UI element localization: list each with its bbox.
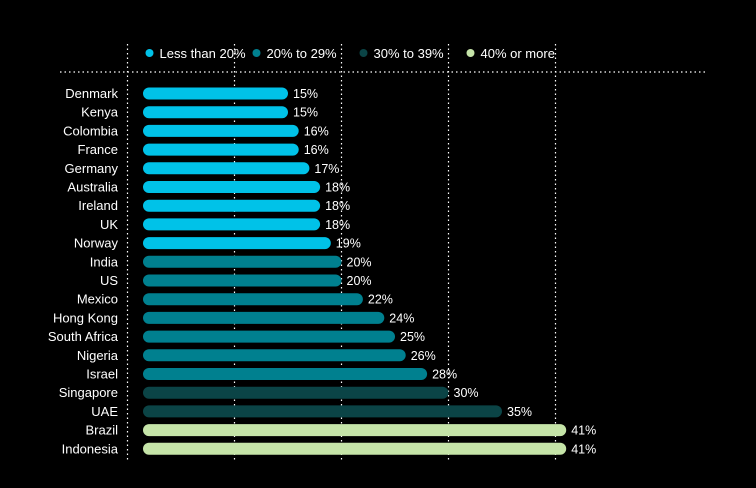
category-label-norway: Norway (74, 236, 119, 251)
value-label-uae: 35% (507, 405, 532, 419)
value-labels: 15% 15% 16% 16% 17% 18% 18% 18% 19% 20% 20% 22% 24% 2… (293, 87, 596, 456)
bar-australia (143, 181, 321, 193)
value-label-colombia: 16% (304, 124, 329, 138)
legend-item-40-or-more: 40% or more (466, 46, 555, 61)
bar-uae (143, 405, 502, 418)
bar-israel (143, 368, 428, 380)
value-label-israel: 28% (432, 368, 457, 382)
category-label-uae: UAE (91, 404, 118, 419)
category-label-singapore: Singapore (59, 385, 118, 400)
legend-label: Less than 20% (160, 46, 246, 61)
bars (143, 87, 567, 455)
legend-swatch (252, 49, 261, 57)
bar-denmark (143, 87, 288, 100)
category-label-colombia: Colombia (63, 123, 119, 138)
bar-uk (143, 218, 321, 231)
legend-item-less-than-20: Less than 20% (145, 46, 246, 61)
legend-label: 30% to 39% (374, 46, 445, 61)
value-label-indonesia: 41% (571, 442, 596, 456)
legend-swatch (466, 49, 475, 57)
category-label-australia: Australia (67, 180, 118, 195)
category-label-france: France (78, 142, 118, 157)
bar-nigeria (143, 349, 406, 362)
value-label-india: 20% (347, 255, 372, 269)
bar-germany (143, 162, 310, 175)
category-label-hong-kong: Hong Kong (53, 310, 118, 325)
legend-swatch (145, 49, 154, 57)
value-label-singapore: 30% (454, 386, 479, 400)
bar-france (143, 143, 299, 156)
category-label-us: US (100, 273, 118, 288)
category-label-uk: UK (100, 217, 118, 232)
legend-item-30-to-39: 30% to 39% (359, 46, 445, 61)
bar-kenya (143, 106, 288, 119)
legend-item-20-to-29: 20% to 29% (252, 46, 338, 61)
bar-mexico (143, 293, 363, 306)
category-label-mexico: Mexico (77, 292, 118, 307)
value-label-denmark: 15% (293, 87, 318, 101)
legend-label: 20% to 29% (267, 46, 338, 61)
bar-brazil (143, 424, 567, 437)
value-label-brazil: 41% (571, 424, 596, 438)
category-label-denmark: Denmark (65, 86, 118, 101)
category-label-indonesia: Indonesia (62, 441, 119, 456)
value-label-nigeria: 26% (411, 349, 436, 363)
bar-south-africa (143, 330, 395, 343)
legend-swatch (359, 49, 368, 57)
bar-us (143, 274, 342, 287)
value-label-australia: 18% (325, 181, 350, 195)
category-label-germany: Germany (65, 161, 119, 176)
value-label-mexico: 22% (368, 293, 393, 307)
value-label-us: 20% (347, 274, 372, 288)
value-label-ireland: 18% (325, 199, 350, 213)
bar-indonesia (143, 442, 567, 455)
category-label-israel: Israel (86, 367, 118, 382)
bar-ireland (143, 199, 321, 212)
category-label-brazil: Brazil (85, 423, 118, 438)
category-label-ireland: Ireland (78, 198, 118, 213)
value-label-france: 16% (304, 143, 329, 157)
category-label-kenya: Kenya (81, 105, 119, 120)
value-label-germany: 17% (314, 162, 339, 176)
bar-norway (143, 237, 331, 250)
legend: Less than 20% 20% to 29% 30% to 39% 40% or … (145, 46, 555, 61)
category-label-south-africa: South Africa (48, 329, 119, 344)
value-label-uk: 18% (325, 218, 350, 232)
value-label-hong-kong: 24% (389, 311, 414, 325)
category-label-india: India (90, 254, 119, 269)
category-label-nigeria: Nigeria (77, 348, 119, 363)
category-labels: Denmark Kenya Colombia France Germany Austral… (48, 86, 119, 456)
value-label-kenya: 15% (293, 106, 318, 120)
bar-colombia (143, 124, 299, 137)
bar-india (143, 255, 342, 268)
bar-singapore (143, 386, 449, 399)
legend-label: 40% or more (481, 46, 555, 61)
value-label-south-africa: 25% (400, 330, 425, 344)
value-label-norway: 19% (336, 237, 361, 251)
bar-hong-kong (143, 311, 385, 324)
